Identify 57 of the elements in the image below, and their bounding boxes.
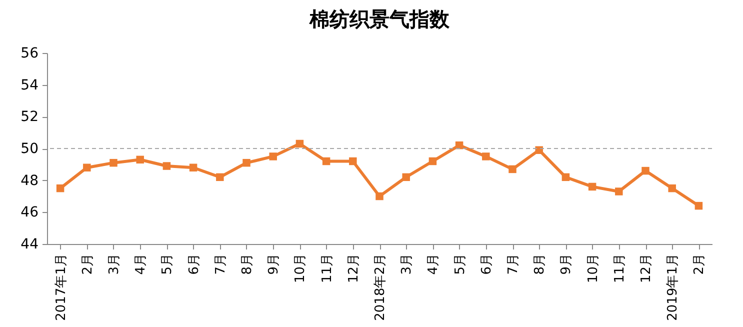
- point: [136, 156, 144, 164]
- y-tick-label: 44: [20, 236, 39, 252]
- x-tick-label: 5月: [452, 254, 468, 275]
- point: [189, 164, 198, 172]
- point: [376, 192, 384, 200]
- point: [562, 173, 570, 182]
- x-tick-label: 8月: [532, 254, 548, 275]
- x-tick-label: 10月: [586, 254, 601, 284]
- point: [296, 140, 304, 148]
- x-tick-label: 11月: [612, 254, 628, 284]
- point: [615, 188, 623, 196]
- point: [694, 202, 703, 210]
- point: [322, 157, 330, 166]
- x-tick-label: 5月: [160, 254, 176, 275]
- point: [642, 166, 650, 175]
- point: [242, 158, 250, 167]
- point: [349, 157, 357, 166]
- point: [535, 146, 543, 154]
- point: [402, 173, 410, 182]
- x-tick-label: 12月: [639, 254, 654, 284]
- y-tick-label: 46: [20, 204, 39, 221]
- point: [162, 162, 171, 170]
- point: [428, 157, 437, 166]
- x-tick-label: 10月: [293, 254, 308, 284]
- y-tick-label: 52: [20, 109, 38, 126]
- point: [216, 173, 224, 182]
- x-tick-label: 2018年2月: [373, 254, 388, 321]
- x-tick-label: 6月: [186, 254, 202, 275]
- x-tick-label: 8月: [240, 254, 255, 275]
- x-tick-label: 4月: [426, 254, 442, 275]
- x-tick-label: 11月: [320, 254, 335, 284]
- point: [668, 184, 676, 192]
- y-tick-label: 56: [20, 46, 39, 62]
- point: [482, 152, 490, 160]
- x-tick-label: 2019年1月: [666, 254, 681, 321]
- x-tick-label: 9月: [559, 254, 574, 275]
- point: [588, 182, 596, 191]
- y-tick-label: 48: [20, 172, 38, 189]
- point: [110, 158, 118, 167]
- x-tick-label: 2月: [80, 254, 96, 275]
- y-tick-label: 50: [20, 141, 38, 157]
- x-tick-label: 3月: [400, 254, 415, 275]
- x-tick-label: 6月: [479, 254, 494, 275]
- point: [83, 164, 91, 172]
- point: [508, 165, 516, 174]
- chart-title: 棉纺织景气指数: [308, 7, 450, 31]
- x-tick-label: 7月: [506, 254, 521, 275]
- x-tick-label: 9月: [266, 254, 282, 275]
- x-tick-label: 2017年1月: [54, 254, 69, 321]
- x-tick-label: 3月: [107, 254, 122, 275]
- x-tick-label: 2月: [692, 254, 708, 275]
- x-tick-label: 4月: [134, 254, 149, 275]
- point: [56, 184, 64, 192]
- point: [269, 152, 277, 160]
- x-tick-label: 12月: [346, 254, 362, 284]
- y-tick-label: 54: [20, 77, 39, 94]
- x-tick-label: 7月: [213, 254, 228, 275]
